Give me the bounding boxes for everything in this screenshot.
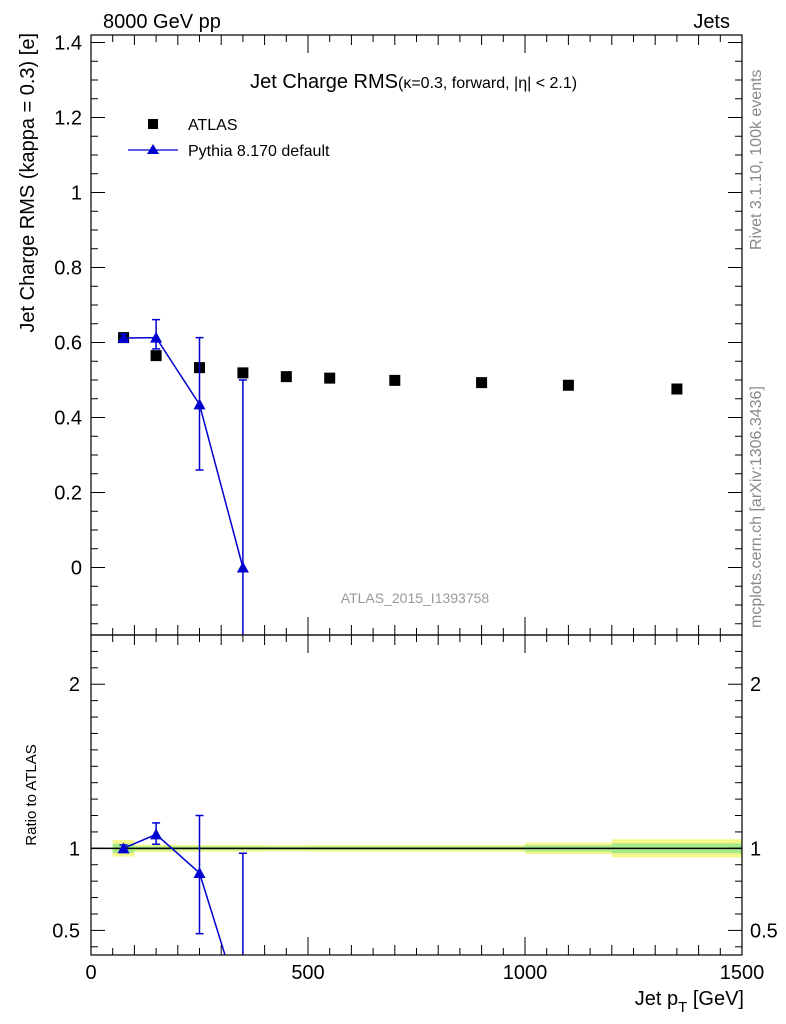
atlas-point: [389, 374, 401, 386]
ratio-y-axis-label: Ratio to ATLAS: [23, 744, 40, 845]
y-axis-label: Jet Charge RMS (kappa = 0.3) [e]: [17, 33, 39, 333]
ratio-point: [237, 1006, 249, 1017]
ratio-y-tick-label-right: 0.5: [750, 920, 778, 942]
pythia-line: [123, 336, 244, 568]
atlas-point: [671, 383, 683, 395]
ratio-y-tick-label: 0.5: [52, 920, 80, 942]
x-tick-label: 1000: [503, 962, 548, 984]
ratio-point: [193, 866, 206, 878]
chart-subtitle: (κ=0.3, forward, |η| < 2.1): [398, 75, 577, 92]
atlas-point: [237, 367, 249, 379]
main-y-tick-label: 1.2: [54, 108, 82, 130]
atlas-point: [476, 377, 488, 389]
legend-marker-pythia: [147, 144, 159, 154]
ratio-y-tick-label-right: 1: [750, 838, 761, 860]
atlas-point: [562, 379, 574, 391]
main-panel: 0 0.2 0.4 0.6 0.8 1 1.2 1.4 Jet Charge RMS (κ=0…: [17, 33, 743, 636]
pythia-point: [193, 398, 206, 410]
pythia-point: [117, 332, 130, 343]
ratio-y-tick-label: 1: [69, 838, 80, 860]
main-tick-labels: 0 0.2 0.4 0.6 0.8 1 1.2 1.4: [54, 33, 82, 580]
ratio-frame: [90, 634, 743, 956]
pythia-point: [150, 331, 163, 343]
x-tick-label: 0: [85, 962, 96, 984]
main-y-tick-label: 0.8: [54, 258, 82, 280]
ratio-point: [150, 828, 163, 840]
atlas-point: [280, 371, 292, 383]
legend-label-atlas: ATLAS: [188, 117, 238, 134]
main-y-tick-label: 0: [71, 558, 82, 580]
x-tick-label: 500: [291, 962, 324, 984]
legend-label-pythia: Pythia 8.170 default: [188, 143, 330, 160]
x-tick-label: 1500: [720, 962, 765, 984]
main-y-tick-label: 0.4: [54, 408, 82, 430]
x-axis-label: Jet pT [GeV]: [635, 988, 744, 1016]
header-left: 8000 GeV pp: [103, 11, 221, 33]
legend: ATLAS Pythia 8.170 default: [128, 117, 330, 160]
main-data: [117, 318, 683, 635]
chart-title: Jet Charge RMS: [250, 71, 398, 93]
ratio-y-tick-label: 2: [69, 674, 80, 696]
main-y-tick-label: 1: [71, 183, 82, 205]
pythia-point: [236, 561, 249, 573]
atlas-point: [324, 372, 336, 384]
ratio-line: [123, 833, 226, 955]
header-right: Jets: [693, 11, 730, 33]
ratio-data: [117, 814, 249, 1017]
main-y-tick-label: 0.2: [54, 483, 82, 505]
main-ticks: [90, 35, 743, 635]
watermark: ATLAS_2015_I1393758: [341, 590, 490, 606]
mcplots-label: mcplots.cern.ch [arXiv:1306.3436]: [748, 386, 765, 628]
ratio-point: [117, 842, 130, 854]
rivet-label: Rivet 3.1.10, 100k events: [748, 69, 765, 250]
atlas-point: [150, 350, 162, 362]
ratio-panel: 0.5 0.5 1 1 2 2 0 500 1000 1500 Ratio to ATLAS Je…: [23, 634, 778, 1017]
main-y-tick-label: 1.4: [54, 33, 82, 55]
ratio-ticks: [90, 635, 743, 955]
main-y-tick-label: 0.6: [54, 333, 82, 355]
ratio-uncertainty-band: [91, 839, 742, 858]
ratio-y-tick-label-right: 2: [750, 674, 761, 696]
ratio-tick-labels: 0.5 0.5 1 1 2 2 0 500 1000 1500: [52, 674, 778, 984]
legend-marker-atlas: [148, 119, 158, 129]
